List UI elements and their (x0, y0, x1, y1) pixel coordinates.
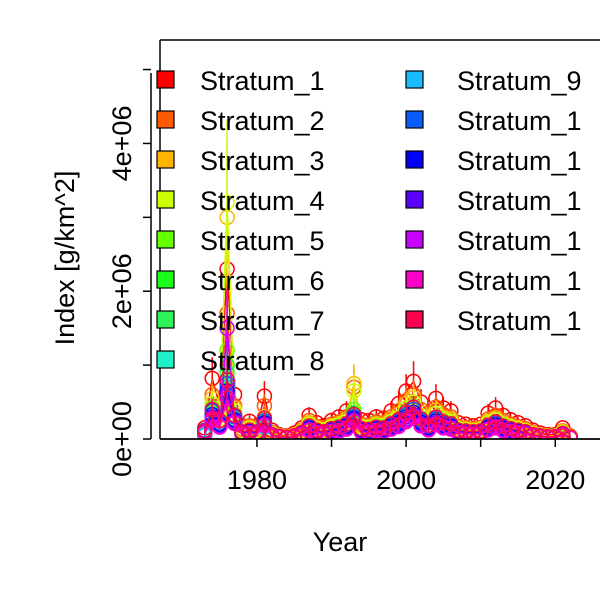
data-point (271, 428, 288, 439)
legend: Stratum_1 Stratum_2 Stratum_3 Stratum_4 Stra… (156, 66, 582, 376)
data-point (562, 429, 578, 439)
data-point (338, 416, 355, 432)
x-tick-label: 1980 (227, 465, 287, 495)
legend-label: Stratum_9 (457, 66, 582, 96)
data-point (256, 410, 273, 427)
legend-label: Stratum_2 (200, 106, 325, 136)
legend-swatch (156, 350, 175, 369)
data-point (204, 401, 220, 418)
legend-swatch (405, 190, 424, 209)
legend-item: Stratum_1 (405, 306, 582, 336)
legend-item: Stratum_2 (156, 106, 325, 136)
legend-item: Stratum_5 (156, 226, 325, 256)
data-point (405, 399, 422, 415)
legend-swatch (156, 310, 175, 329)
legend-swatch (156, 150, 175, 169)
legend-item: Stratum_9 (405, 66, 582, 96)
axes: Year Index [g/km^2] (50, 39, 600, 557)
legend-swatch (156, 230, 175, 249)
legend-swatch (405, 230, 424, 249)
legend-item: Stratum_1 (405, 186, 582, 216)
legend-swatch (156, 270, 175, 289)
legend-swatch (405, 110, 424, 129)
data-point (219, 194, 235, 211)
legend-swatch (405, 310, 424, 329)
legend-label: Stratum_3 (200, 146, 325, 176)
data-point (554, 425, 571, 439)
data-point (226, 407, 243, 424)
legend-label: Stratum_1 (200, 66, 325, 96)
legend-label: Stratum_4 (200, 186, 325, 216)
legend-label: Stratum_8 (200, 346, 325, 376)
data-point (211, 412, 228, 429)
y-axis-label: Index [g/km^2] (50, 171, 80, 346)
axis-ticks: 1980 2000 2020 0e+00 2e+06 4e+06 (107, 68, 585, 495)
data-point (346, 383, 362, 399)
legend-swatch (156, 190, 175, 209)
legend-label: Stratum_5 (200, 226, 325, 256)
legend-item: Stratum_1 (405, 146, 582, 176)
x-tick-label: 2020 (525, 465, 585, 495)
legend-item: Stratum_1 (405, 106, 582, 136)
legend-swatch (405, 270, 424, 289)
legend-item: Stratum_1 (156, 66, 325, 96)
legend-label: Stratum_7 (200, 306, 325, 336)
legend-item: Stratum_8 (156, 346, 325, 376)
data-point (264, 426, 280, 439)
legend-item: Stratum_6 (156, 266, 325, 296)
data-point (532, 428, 549, 439)
legend-label: Stratum_1 (457, 106, 582, 136)
data-point (547, 429, 564, 439)
y-tick-label: 4e+06 (107, 106, 137, 182)
legend-item: Stratum_4 (156, 186, 325, 216)
legend-label: Stratum_1 (457, 226, 582, 256)
legend-label: Stratum_1 (457, 306, 582, 336)
legend-label: Stratum_1 (457, 186, 582, 216)
data-point (279, 429, 295, 439)
x-tick-label: 2000 (376, 465, 436, 495)
legend-label: Stratum_6 (200, 266, 325, 296)
data-point (219, 320, 235, 336)
data-point (346, 406, 362, 423)
legend-swatch (156, 110, 175, 129)
legend-swatch (405, 70, 424, 89)
data-point (196, 423, 213, 439)
legend-item: Stratum_1 (405, 266, 582, 296)
x-axis-label: Year (313, 527, 368, 557)
data-point (286, 428, 302, 439)
legend-label: Stratum_1 (457, 266, 582, 296)
legend-item: Stratum_7 (156, 306, 325, 336)
data-marks (196, 119, 578, 439)
data-point (219, 372, 235, 388)
legend-label: Stratum_1 (457, 146, 582, 176)
legend-swatch (156, 70, 175, 89)
y-tick-label: 2e+06 (107, 253, 137, 329)
y-tick-label: 0e+00 (107, 401, 137, 477)
data-point (301, 418, 317, 434)
legend-item: Stratum_1 (405, 226, 582, 256)
data-point (525, 426, 541, 439)
legend-item: Stratum_3 (156, 146, 325, 176)
legend-swatch (405, 150, 424, 169)
